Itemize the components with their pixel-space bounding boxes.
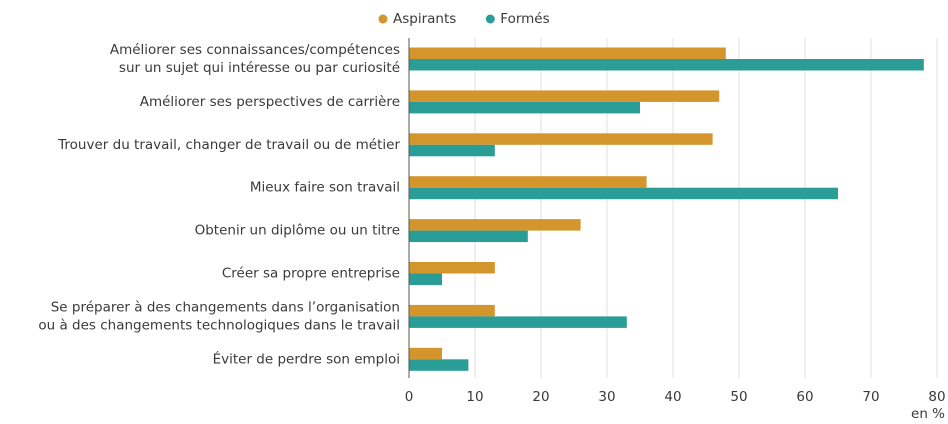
category-label: Se préparer à des changements dans l’org… — [51, 299, 400, 315]
category-label: sur un sujet qui intéresse ou par curios… — [119, 60, 400, 76]
x-tick-label: 50 — [730, 389, 747, 405]
x-tick-label: 20 — [532, 389, 549, 405]
category-label: Améliorer ses perspectives de carrière — [140, 94, 400, 110]
bar — [409, 273, 442, 285]
bar — [409, 304, 495, 317]
bar — [409, 47, 726, 59]
x-tick-label: 70 — [862, 389, 879, 405]
category-label: Améliorer ses connaissances/compétences — [110, 42, 400, 58]
x-tick-label: 30 — [598, 389, 615, 405]
category-label: ou à des changements technologiques dans… — [38, 317, 400, 333]
bar — [409, 133, 713, 145]
legend-marker — [485, 14, 495, 24]
bar — [409, 176, 647, 188]
bar — [409, 316, 627, 328]
bar — [409, 101, 640, 114]
bar — [409, 90, 720, 102]
category-label: Mieux faire son travail — [250, 180, 400, 196]
bar — [409, 144, 495, 157]
bar — [409, 262, 495, 274]
bar — [409, 219, 581, 231]
x-tick-label: 10 — [466, 389, 483, 405]
legend-label: Formés — [500, 11, 549, 27]
x-tick-label: 60 — [796, 389, 813, 405]
bar — [409, 347, 442, 360]
bar — [409, 187, 838, 200]
legend-marker — [378, 14, 388, 24]
category-label: Trouver du travail, changer de travail o… — [57, 137, 400, 153]
x-axis-label: en % — [911, 406, 945, 422]
category-label: Créer sa propre entreprise — [222, 266, 400, 282]
bar — [409, 359, 469, 371]
x-tick-label: 0 — [405, 389, 414, 405]
bar — [409, 59, 924, 71]
category-label: Obtenir un diplôme ou un titre — [195, 223, 400, 239]
x-tick-label: 80 — [928, 389, 945, 405]
x-tick-label: 40 — [664, 389, 681, 405]
bar — [409, 230, 528, 243]
legend-label: Aspirants — [393, 11, 456, 27]
category-label: Éviter de perdre son emploi — [213, 350, 400, 367]
